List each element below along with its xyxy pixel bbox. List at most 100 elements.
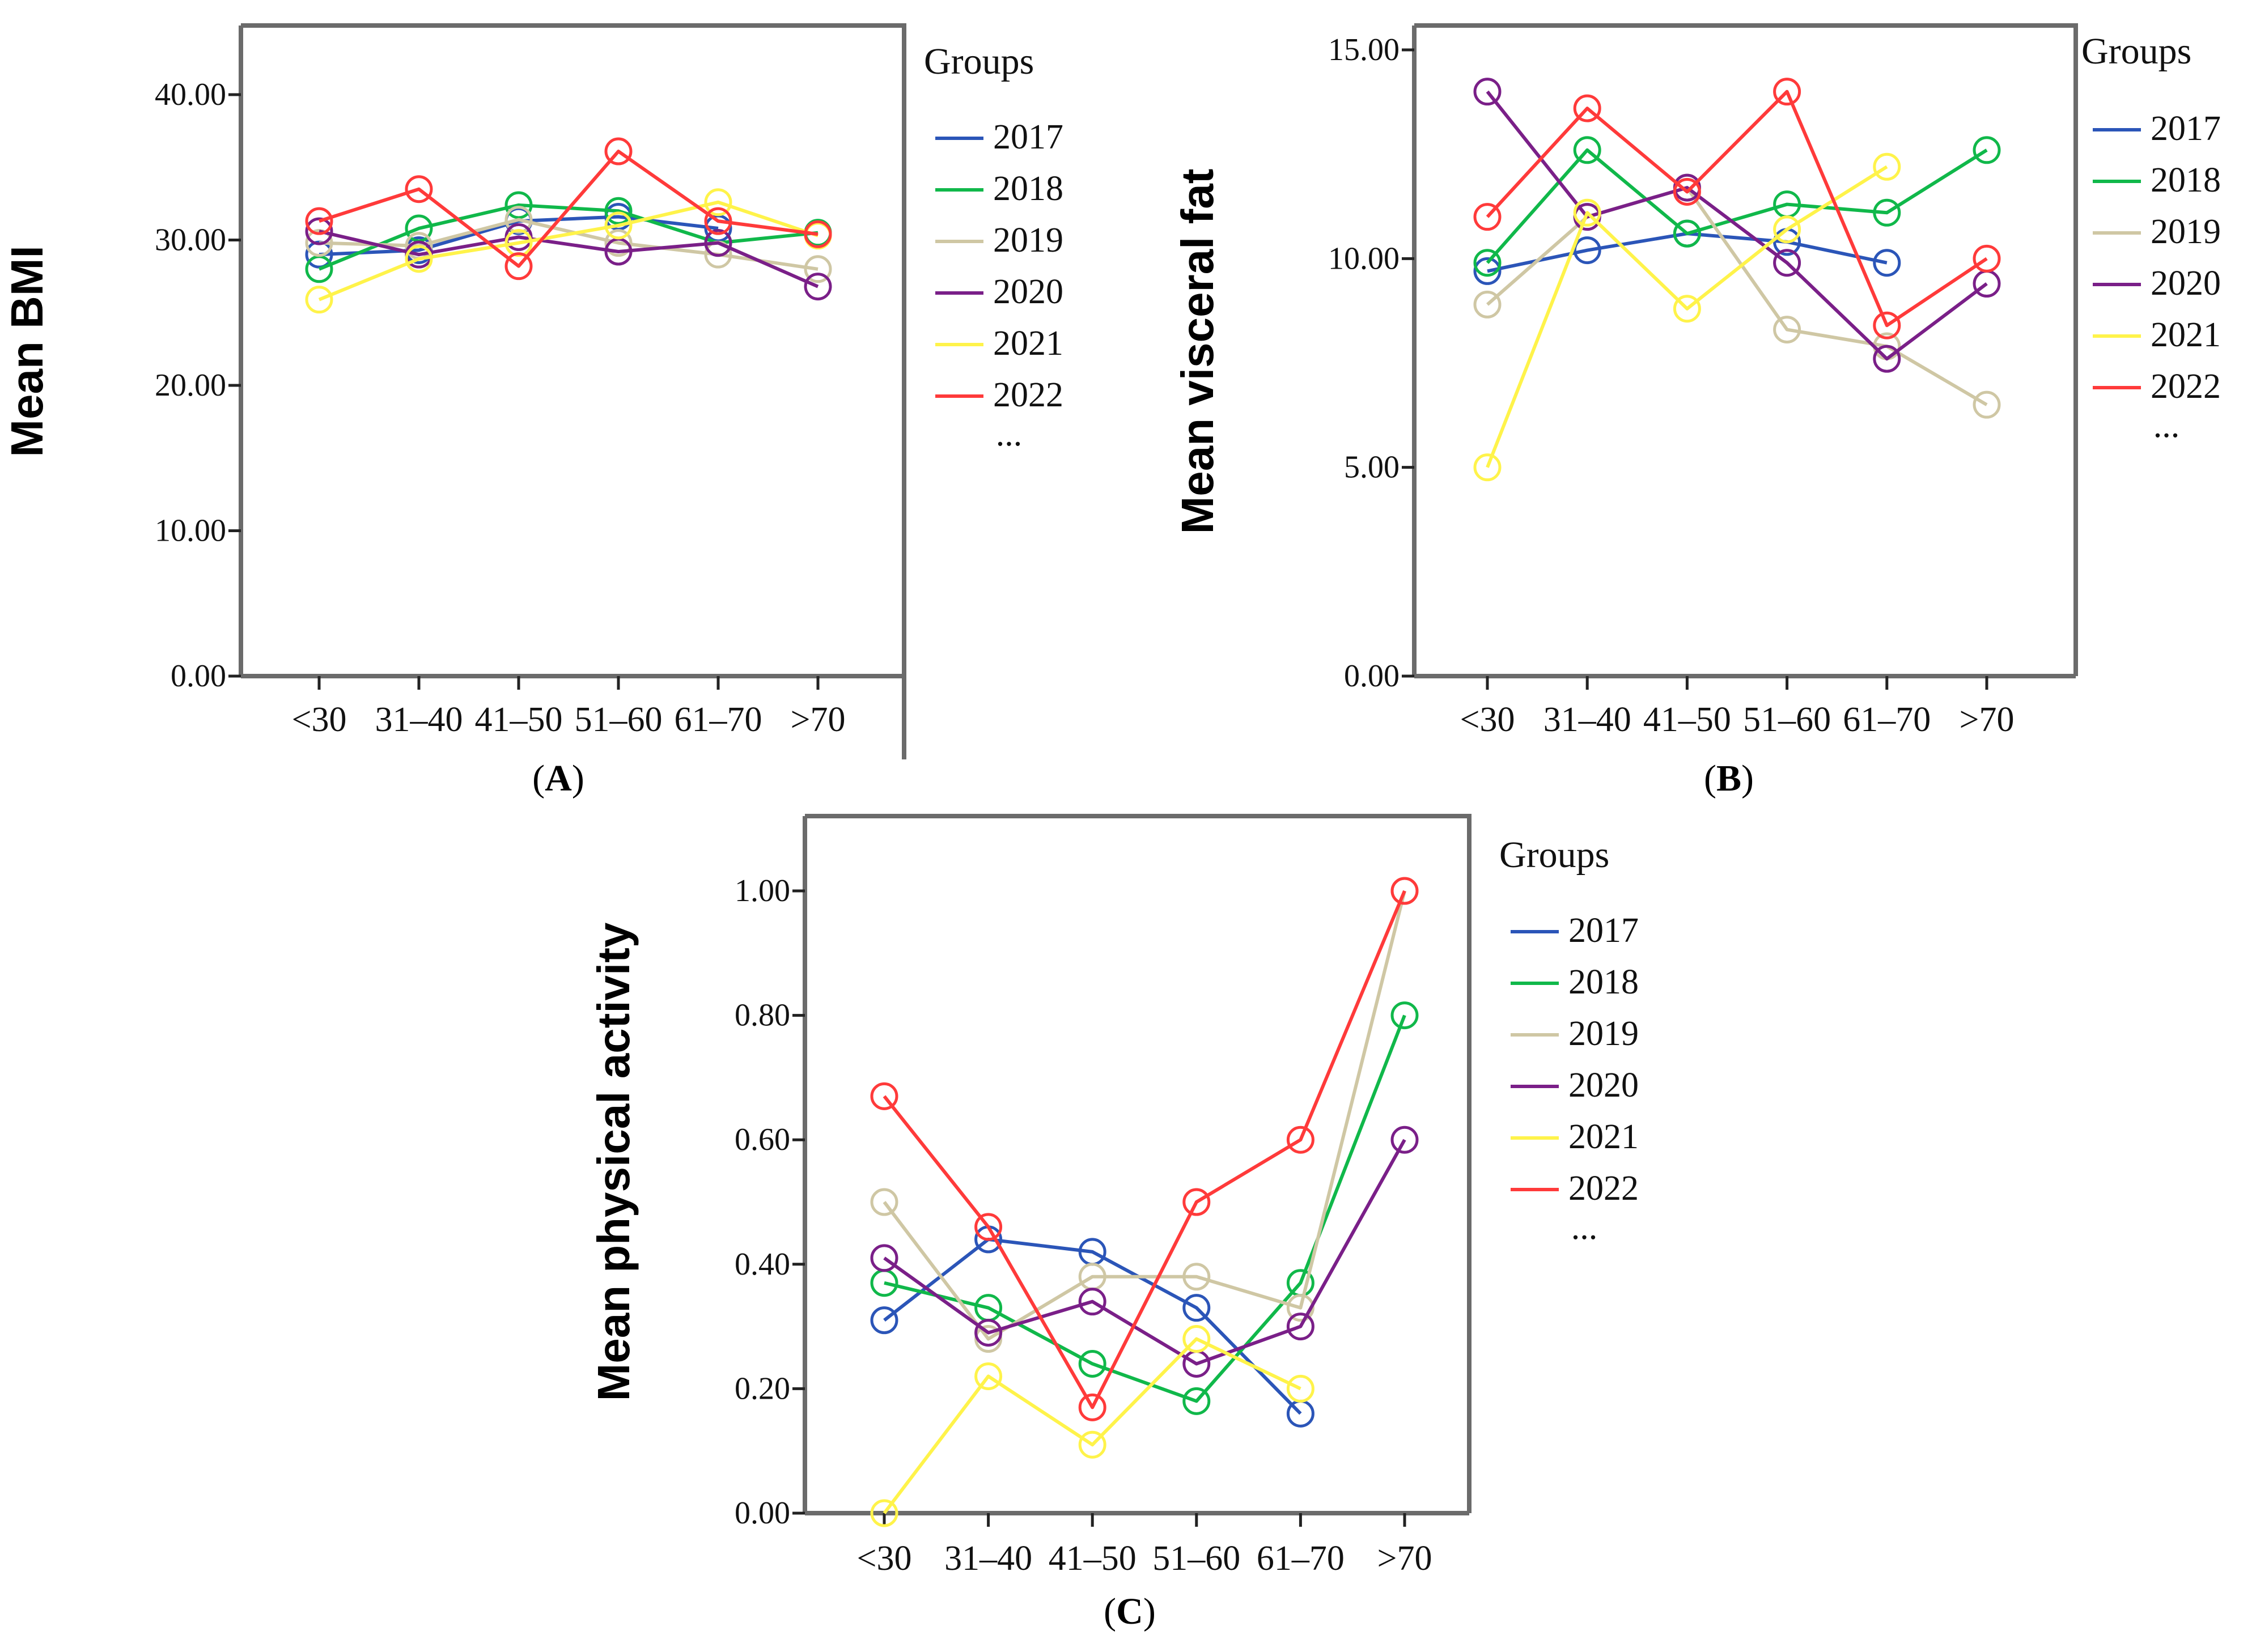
data-point-2021 [604, 211, 633, 240]
data-point-2022 [1873, 311, 1901, 339]
y-tick-label: 5.00 [1344, 450, 1400, 485]
data-point-2022 [870, 1082, 898, 1110]
x-tick-label: 51–60 [1743, 700, 1831, 739]
data-point-2022 [1286, 1126, 1314, 1154]
data-point-2018 [604, 197, 633, 225]
data-point-2017 [305, 240, 333, 269]
data-point-2021 [1182, 1325, 1211, 1353]
legend-label-2019: 2019 [1568, 1014, 1639, 1053]
data-point-2022 [974, 1213, 1003, 1241]
x-tick-label: 51–60 [575, 700, 663, 739]
series-line-2021 [1486, 165, 1888, 468]
series-line-2017 [883, 1237, 1302, 1415]
data-point-2022 [305, 207, 333, 235]
x-tick-label: >70 [1377, 1539, 1432, 1578]
data-point-2021 [504, 229, 533, 257]
series-line-2019 [319, 218, 819, 271]
y-tick-label: 40.00 [155, 77, 226, 112]
data-point-2021 [1078, 1430, 1106, 1459]
legend-more: ... [2153, 406, 2180, 445]
panel-label: (A) [532, 758, 584, 799]
data-point-2018 [1973, 136, 2001, 164]
y-tick-label: 1.00 [735, 873, 790, 908]
data-point-2020 [870, 1244, 898, 1272]
data-point-2021 [405, 245, 433, 273]
data-point-2019 [974, 1325, 1003, 1353]
data-point-2018 [504, 191, 533, 219]
x-tick-label: 41–50 [1049, 1539, 1137, 1578]
data-point-2020 [1473, 78, 1502, 106]
plot-frame [241, 23, 906, 759]
data-point-2018 [1390, 1001, 1419, 1030]
data-point-2021 [1673, 295, 1701, 323]
data-point-2021 [1473, 453, 1502, 482]
series-line-2020 [1486, 90, 1988, 361]
legend-label-2021: 2021 [993, 324, 1063, 363]
data-point-2018 [1573, 136, 1601, 164]
data-point-2020 [804, 273, 832, 301]
x-tick-label: 61–70 [1843, 700, 1931, 739]
data-point-2021 [305, 286, 333, 314]
series-line-2021 [883, 1337, 1301, 1514]
y-tick-label: 0.00 [1344, 659, 1400, 694]
panel-label: (B) [1704, 758, 1754, 799]
y-tick-label: 20.00 [155, 368, 226, 403]
y-tick-label: 0.20 [735, 1371, 790, 1406]
chart-panel-1: 0.00 10.00 20.00 30.00 40.00 <30 31–40 41–50 51–… [2, 23, 1063, 799]
panel-label: (C) [1104, 1591, 1156, 1632]
legend: Groups 2017 2018 2019 2020 2021 2022... [924, 41, 1063, 453]
data-point-2017 [1873, 249, 1901, 277]
data-point-2019 [1973, 390, 2001, 419]
data-point-2020 [1078, 1288, 1106, 1316]
x-tick-label: 31–40 [1543, 700, 1631, 739]
legend: Groups 2017 2018 2019 2020 2021 2022... [2081, 31, 2221, 445]
data-point-2018 [1182, 1387, 1211, 1415]
data-point-2022 [1573, 94, 1601, 122]
data-point-2019 [604, 229, 633, 257]
series-line-2022 [319, 150, 819, 268]
x-tick-label: 51–60 [1152, 1539, 1240, 1578]
legend-title: Groups [2081, 31, 2191, 72]
data-point-2019 [870, 1188, 898, 1216]
legend-label-2017: 2017 [993, 118, 1063, 156]
y-tick-label: 15.00 [1328, 32, 1400, 67]
y-tick-label: 0.80 [735, 998, 790, 1033]
chart-panel-3: 0.00 0.20 0.40 0.60 0.80 1.00 <30 31–40 41–50 51–… [588, 814, 1639, 1632]
data-point-2020 [305, 217, 333, 245]
y-tick-label: 30.00 [155, 223, 226, 258]
legend-label-2018: 2018 [1568, 963, 1639, 1001]
legend: Groups 2017 2018 2019 2020 2021 2022... [1499, 834, 1639, 1247]
series-line-2019 [883, 890, 1406, 1341]
legend-label-2017: 2017 [1568, 911, 1639, 950]
data-point-2022 [1773, 78, 1801, 106]
y-axis-title: Mean physical activity [588, 922, 639, 1401]
data-point-2019 [504, 206, 533, 234]
legend-label-2022: 2022 [2151, 367, 2221, 406]
data-point-2020 [1773, 249, 1801, 277]
x-tick-label: 31–40 [375, 700, 463, 739]
legend-title: Groups [924, 41, 1034, 82]
data-point-2019 [1286, 1294, 1314, 1322]
x-tick-label: <30 [292, 700, 347, 739]
data-point-2017 [1473, 257, 1502, 285]
x-tick-label: >70 [791, 700, 846, 739]
legend-label-2018: 2018 [2151, 161, 2221, 199]
data-point-2017 [1182, 1294, 1211, 1322]
data-point-2017 [1573, 236, 1601, 265]
legend-title: Groups [1499, 834, 1609, 876]
y-tick-label: 0.60 [735, 1122, 790, 1157]
chart-panel-2: 0.00 5.00 10.00 15.00 <30 31–40 41–50 51–60 61–7… [1172, 23, 2221, 799]
y-tick-label: 10.00 [155, 513, 226, 549]
data-point-2018 [1473, 249, 1502, 277]
data-point-2021 [1873, 152, 1901, 181]
series-line-2021 [318, 200, 819, 301]
x-tick-label: <30 [1460, 700, 1515, 739]
legend-more: ... [996, 415, 1023, 453]
data-point-2022 [604, 137, 633, 165]
data-point-2022 [1473, 203, 1502, 231]
x-tick-label: 41–50 [475, 700, 563, 739]
x-tick-label: 41–50 [1643, 700, 1731, 739]
legend-label-2021: 2021 [2151, 316, 2221, 354]
data-point-2021 [704, 188, 732, 216]
